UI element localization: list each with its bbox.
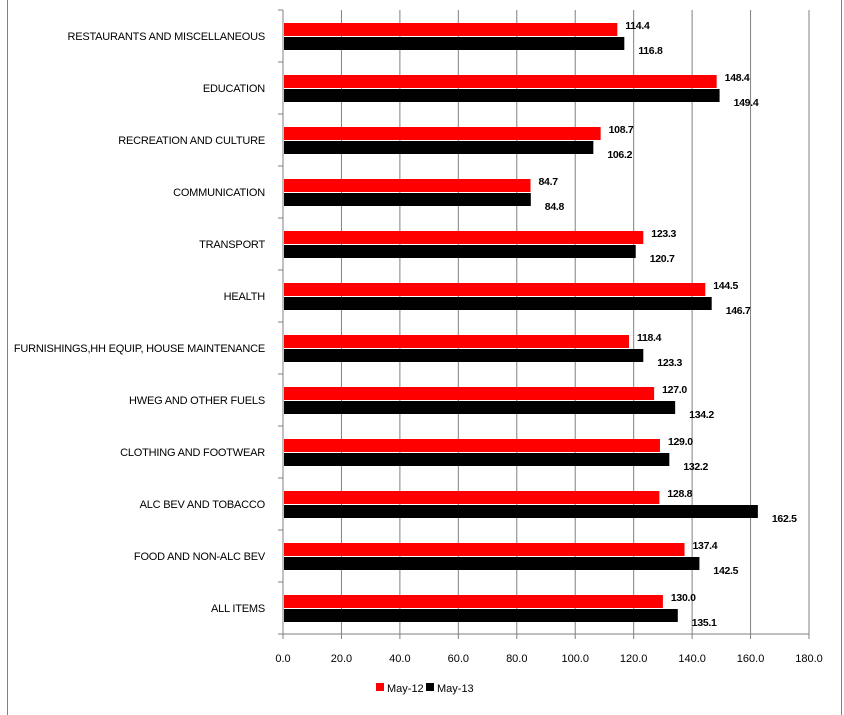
bar-may-13-10: [284, 557, 700, 570]
data-label-may-13: 162.5: [772, 513, 797, 525]
x-tick-label: 180.0: [795, 653, 823, 665]
data-label-may-12: 114.4: [625, 20, 650, 32]
x-tick-label: 0.0: [275, 653, 290, 665]
bar-may-13-2: [284, 141, 594, 154]
legend-label: May-13: [437, 683, 474, 695]
x-tick-label: 100.0: [561, 653, 589, 665]
data-label-may-12: 148.4: [725, 72, 750, 84]
bars: [284, 23, 758, 622]
bar-may-12-0: [284, 23, 618, 36]
chart-frame-left-border: [7, 0, 8, 715]
legend-label: May-12: [387, 683, 424, 695]
bar-may-13-5: [284, 297, 712, 310]
data-label-may-12: 127.0: [662, 384, 687, 396]
data-label-may-13: 146.7: [726, 305, 751, 317]
x-tick-label: 160.0: [737, 653, 765, 665]
x-tick-label: 80.0: [506, 653, 527, 665]
data-label-may-13: 149.4: [734, 97, 759, 109]
bar-may-13-6: [284, 349, 644, 362]
data-label-may-13: 106.2: [607, 149, 632, 161]
x-tick-label: 120.0: [620, 653, 648, 665]
bar-may-12-7: [284, 387, 655, 400]
x-tick-label: 40.0: [389, 653, 410, 665]
bar-may-12-11: [284, 595, 663, 608]
category-label: FOOD AND NON-ALC BEV: [134, 551, 266, 563]
data-label-may-12: 130.0: [671, 592, 696, 604]
data-label-may-13: 132.2: [683, 461, 708, 473]
data-label-may-13: 84.8: [545, 201, 565, 213]
bar-may-12-2: [284, 127, 601, 140]
bar-may-13-8: [284, 453, 670, 466]
x-tick-label: 60.0: [448, 653, 469, 665]
x-tick-labels: 0.0 20.0 40.0 60.0 80.0 100.0 120.0 140.0 160.0 1…: [275, 653, 822, 665]
data-label-may-13: 120.7: [650, 253, 675, 265]
data-label-may-12: 137.4: [693, 540, 718, 552]
data-label-may-12: 118.4: [637, 332, 662, 344]
legend-swatch-may-13: [426, 683, 434, 691]
x-tick-label: 20.0: [331, 653, 352, 665]
bar-may-12-10: [284, 543, 685, 556]
data-label-may-13: 116.8: [638, 45, 663, 57]
bar-may-12-6: [284, 335, 629, 348]
bar-may-13-3: [284, 193, 531, 206]
category-label: COMMUNICATION: [173, 187, 265, 199]
x-tick-label: 140.0: [678, 653, 706, 665]
category-label: HEALTH: [224, 291, 266, 303]
category-label: ALC BEV AND TOBACCO: [140, 499, 266, 511]
category-label: RECREATION AND CULTURE: [118, 135, 265, 147]
data-labels: 114.4 116.8 148.4 149.4 108.7 106.2 84.7 84.8 12…: [539, 20, 798, 629]
bar-may-12-5: [284, 283, 706, 296]
data-label-may-13: 134.2: [689, 409, 714, 421]
category-label: TRANSPORT: [199, 239, 265, 251]
category-label: RESTAURANTS AND MISCELLANEOUS: [67, 31, 265, 43]
bar-may-12-9: [284, 491, 660, 504]
category-label: ALL ITEMS: [211, 603, 265, 615]
bar-may-13-0: [284, 37, 625, 50]
category-label: HWEG AND OTHER FUELS: [129, 395, 265, 407]
legend-swatch-may-12: [376, 683, 384, 691]
data-label-may-12: 123.3: [651, 228, 676, 240]
bar-may-12-3: [284, 179, 531, 192]
bar-may-13-1: [284, 89, 720, 102]
bar-may-13-7: [284, 401, 676, 414]
category-labels: RESTAURANTS AND MISCELLANEOUS EDUCATION RE…: [14, 31, 266, 615]
bar-may-12-1: [284, 75, 717, 88]
data-label-may-13: 135.1: [692, 617, 717, 629]
data-label-may-12: 84.7: [539, 176, 559, 188]
data-label-may-13: 142.5: [713, 565, 738, 577]
chart-frame-right-border: [841, 0, 842, 715]
bar-may-13-9: [284, 505, 758, 518]
data-label-may-12: 144.5: [713, 280, 738, 292]
data-label-may-12: 128.8: [667, 488, 692, 500]
category-label: FURNISHINGS,HH EQUIP, HOUSE MAINTENANCE: [14, 343, 265, 355]
bar-may-13-11: [284, 609, 678, 622]
data-label-may-12: 129.0: [668, 436, 693, 448]
axes: [278, 9, 810, 639]
bar-may-12-8: [284, 439, 660, 452]
category-label: EDUCATION: [203, 83, 265, 95]
bar-may-13-4: [284, 245, 636, 258]
legend: May-12 May-13: [376, 683, 474, 695]
data-label-may-12: 108.7: [609, 124, 634, 136]
bar-may-12-4: [284, 231, 644, 244]
gridlines: [340, 10, 810, 634]
data-label-may-13: 123.3: [657, 357, 682, 369]
category-label: CLOTHING AND FOOTWEAR: [120, 447, 265, 459]
